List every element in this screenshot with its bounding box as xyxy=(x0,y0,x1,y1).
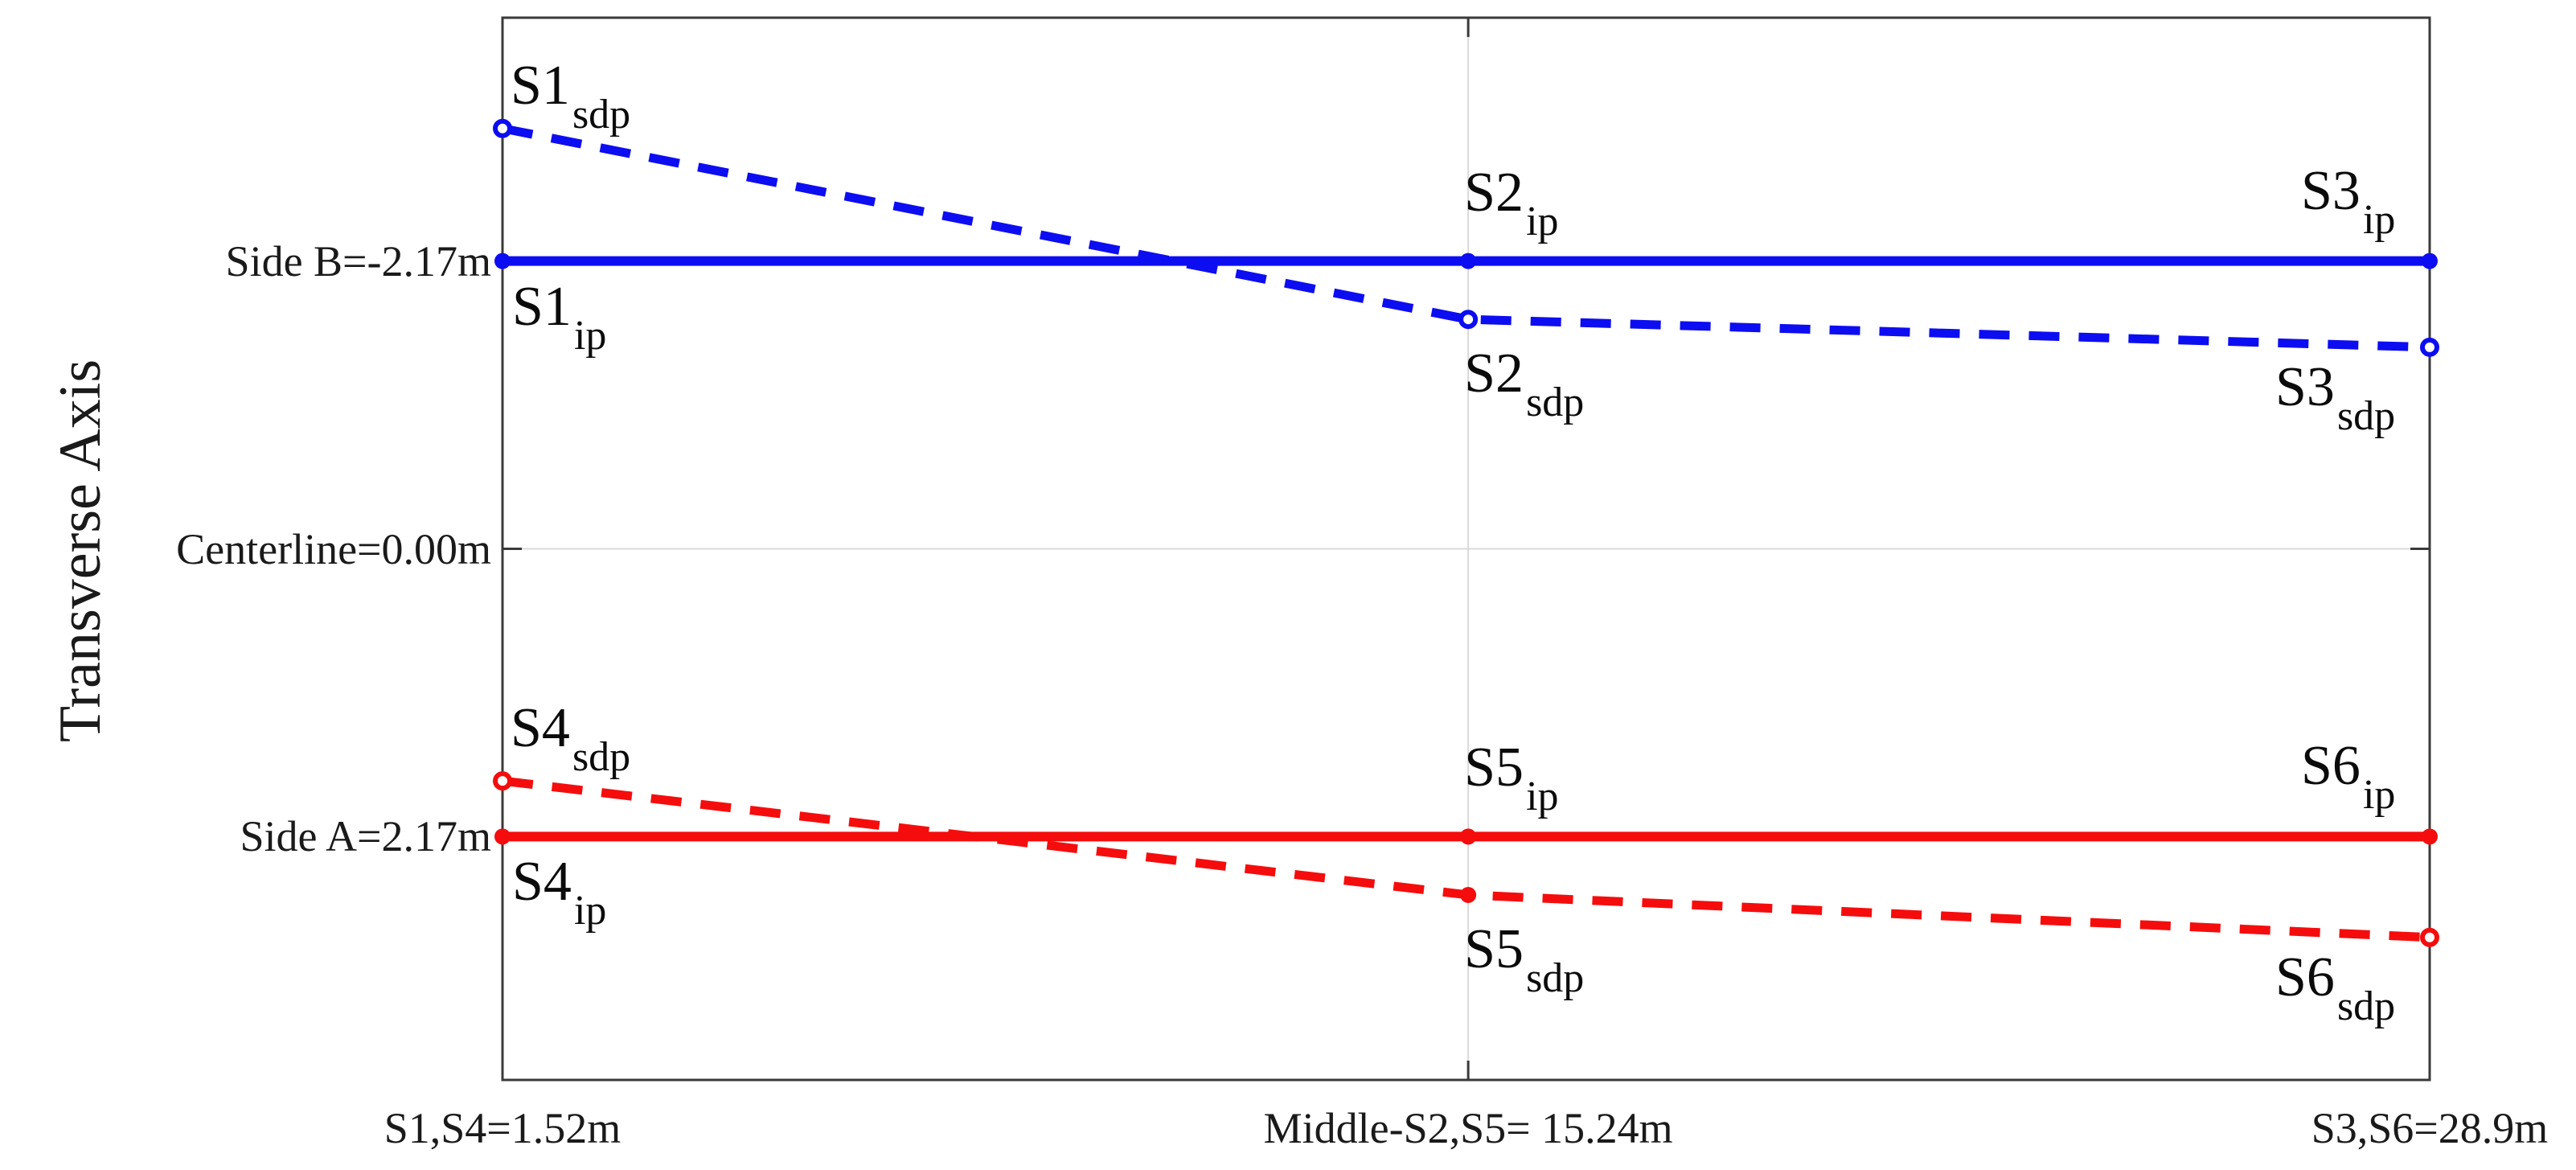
data-point-marker-open xyxy=(493,771,512,791)
series-line-dashed xyxy=(501,124,2430,352)
x-tick-middle: Middle-S2,S5= 15.24m xyxy=(1263,1104,1673,1152)
data-point-marker-filled xyxy=(2422,252,2438,269)
point-label-s3-sdp: S3sdp xyxy=(2275,355,2396,439)
point-label-s2-ip: S2ip xyxy=(1464,161,1559,244)
point-label-s2-sdp: S2sdp xyxy=(1464,343,1585,426)
data-point-marker-filled xyxy=(2422,828,2438,845)
point-label-s4-ip: S4ip xyxy=(512,851,607,934)
data-point-marker-filled xyxy=(1460,886,1477,903)
y-tick-side-b: Side B=-2.17m xyxy=(225,236,491,285)
point-label-s3-ip: S3ip xyxy=(2301,159,2396,243)
data-point-marker-filled xyxy=(1460,252,1477,269)
data-point-marker-filled xyxy=(1460,828,1477,845)
point-label-s1-sdp: S1sdp xyxy=(511,54,631,138)
x-tick-s1s4: S1,S4=1.52m xyxy=(384,1104,621,1152)
x-tick-s3s6: S3,S6=28.9m xyxy=(2311,1104,2549,1152)
point-label-s6-sdp: S6sdp xyxy=(2275,946,2396,1029)
data-point-marker-open xyxy=(2420,337,2439,357)
data-point-marker-filled xyxy=(494,828,511,845)
y-tick-side-a: Side A=2.17m xyxy=(240,812,491,861)
point-label-s6-ip: S6ip xyxy=(2301,735,2396,819)
point-label-s1-ip: S1ip xyxy=(512,275,607,359)
data-point-marker-open xyxy=(493,118,512,138)
y-axis-label: Transverse Axis xyxy=(47,359,113,742)
data-point-marker-open xyxy=(2420,927,2439,947)
point-label-s5-ip: S5ip xyxy=(1464,737,1559,820)
point-label-s4-sdp: S4sdp xyxy=(511,697,631,781)
data-point-marker-filled xyxy=(494,252,511,269)
data-point-marker-open xyxy=(1458,310,1479,330)
point-label-s5-sdp: S5sdp xyxy=(1464,918,1585,1001)
y-tick-centerline: Centerline=0.00m xyxy=(176,524,491,573)
